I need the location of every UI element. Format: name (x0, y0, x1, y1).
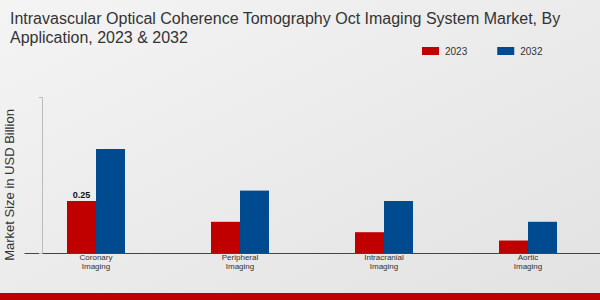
x-tick: CoronaryImaging (80, 253, 113, 271)
y-axis-line (39, 98, 43, 254)
footer-stripe (0, 293, 600, 300)
title: Intravascular Optical Coherence Tomograp… (10, 10, 560, 46)
bars (67, 149, 557, 253)
legend-swatch (497, 47, 514, 55)
bar (211, 222, 240, 253)
bar (96, 149, 125, 253)
chart: Intravascular Optical Coherence Tomograp… (0, 0, 600, 300)
background (0, 0, 600, 300)
x-tick-label: CoronaryImaging (80, 253, 113, 271)
bar (67, 201, 96, 253)
bar (384, 201, 413, 253)
legend-label: 2032 (520, 46, 543, 57)
legend: 2023 2032 (422, 46, 543, 57)
x-tick: AorticImaging (514, 253, 542, 271)
data-label: 0.25 (73, 190, 91, 200)
x-tick-label: IntracranialImaging (364, 253, 404, 271)
bar (499, 241, 528, 253)
y-axis (39, 98, 43, 254)
bar (240, 191, 269, 253)
legend-label: 2023 (445, 46, 468, 57)
y-axis-title: Market Size in USD Billion (2, 109, 17, 261)
bar (528, 222, 557, 253)
x-tick: IntracranialImaging (364, 253, 404, 271)
x-axis: CoronaryImaging PeripheralImaging Intracra… (25, 253, 600, 271)
legend-swatch (422, 47, 439, 55)
x-tick: PeripheralImaging (222, 253, 259, 271)
bar (355, 232, 384, 253)
x-tick-label: AorticImaging (514, 253, 542, 271)
x-tick-label: PeripheralImaging (222, 253, 259, 271)
